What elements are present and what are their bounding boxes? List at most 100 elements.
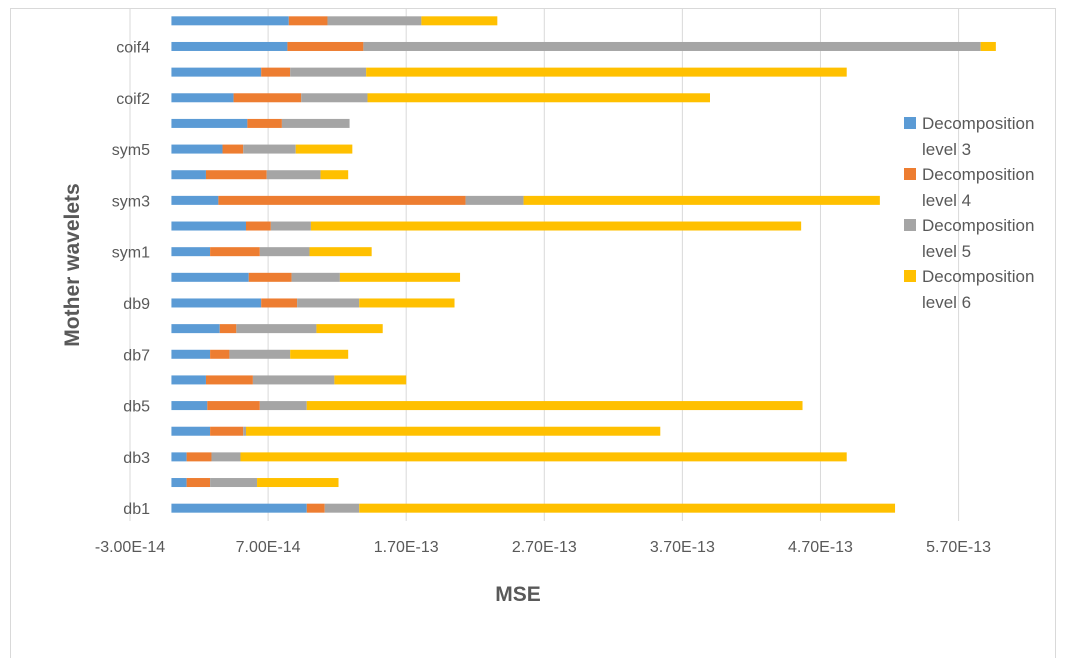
legend-label: level 6 (922, 293, 971, 312)
bar-segment (266, 170, 321, 180)
x-tick-label: 4.70E-13 (788, 539, 853, 556)
bar-segment (246, 426, 661, 436)
bar-segment (171, 41, 288, 51)
y-tick-label: sym3 (112, 193, 150, 210)
bar-segment (171, 324, 220, 334)
bar-segment (363, 41, 981, 51)
legend-item: Decomposition level 3 (904, 114, 1034, 159)
bar-segment (301, 93, 368, 103)
y-tick-labels: db1 db3 db5 db7 db9 sym1 sym3 sym5 coif2 coif4 (112, 39, 150, 518)
bar-segment (171, 93, 234, 103)
y-tick-label: db1 (123, 501, 150, 518)
bar-segment (248, 272, 292, 282)
bar-segment (240, 452, 847, 462)
bar-segment (523, 195, 880, 205)
bar-segment (186, 452, 212, 462)
bar-segment (257, 478, 339, 488)
y-tick-label: coif2 (116, 91, 150, 108)
bar-segment (259, 401, 307, 411)
x-tick-label: 3.70E-13 (650, 539, 715, 556)
bar-segment (421, 16, 498, 26)
bar-segment (210, 349, 230, 359)
legend-label: Decomposition (922, 216, 1034, 235)
bar-segment (288, 16, 328, 26)
legend-label: level 5 (922, 242, 971, 261)
bar-segment (243, 144, 296, 154)
bar-segment (171, 452, 187, 462)
bar-segment (334, 375, 407, 385)
bar-segment (297, 298, 360, 308)
legend-label: Decomposition (922, 267, 1034, 286)
bar-segment (261, 298, 298, 308)
legend-swatch (904, 219, 916, 231)
bar-segment (290, 67, 367, 77)
y-tick-label: coif4 (116, 39, 150, 56)
bar-segment (290, 349, 349, 359)
chart-frame (10, 8, 1056, 658)
x-tick-labels: -3.00E-14 7.00E-14 1.70E-13 2.70E-13 3.70E-1… (95, 539, 991, 556)
bar-segment (316, 324, 383, 334)
bar-segment (359, 298, 455, 308)
bar-segment (171, 67, 262, 77)
bar-segment (324, 503, 360, 513)
bar-segment (233, 93, 302, 103)
bar-segment (339, 272, 461, 282)
bar-segment (171, 375, 206, 385)
bar-segment (359, 503, 896, 513)
bar-segment (259, 247, 310, 257)
bar-segment (171, 272, 249, 282)
legend-item: Decomposition level 4 (904, 165, 1034, 210)
bar-segment (327, 16, 422, 26)
x-tick-label: 7.00E-14 (236, 539, 301, 556)
legend-swatch (904, 168, 916, 180)
bar-segment (171, 170, 206, 180)
legend: Decomposition level 3 Decomposition level 4… (904, 114, 1034, 312)
x-tick-label: -3.00E-14 (95, 539, 165, 556)
bar-segment (171, 478, 187, 488)
bar-segment (210, 478, 258, 488)
x-axis-title: MSE (495, 583, 541, 606)
bar-segment (243, 426, 246, 436)
bar-segment (229, 349, 291, 359)
gridlines (129, 8, 960, 521)
bar-segment (171, 16, 289, 26)
bar-segment (465, 195, 524, 205)
bar-segment (222, 144, 244, 154)
bar-segment (207, 401, 260, 411)
bar-segment (252, 375, 335, 385)
bar-segment (171, 426, 211, 436)
legend-item: Decomposition level 5 (904, 216, 1034, 261)
bar-segment (367, 93, 710, 103)
legend-label: Decomposition (922, 165, 1034, 184)
bar-segment (306, 401, 803, 411)
x-tick-label: 2.70E-13 (512, 539, 577, 556)
bar-segment (281, 118, 350, 128)
y-tick-label: db7 (123, 347, 150, 364)
bar-segment (980, 41, 996, 51)
bar-segment (211, 452, 241, 462)
bar-segment (171, 118, 248, 128)
legend-label: level 3 (922, 140, 971, 159)
bar-segment (261, 67, 291, 77)
bar-segment (306, 503, 325, 513)
bars (171, 16, 996, 513)
bar-segment (309, 247, 372, 257)
y-tick-label: db3 (123, 450, 150, 467)
bar-segment (171, 401, 208, 411)
legend-label: level 4 (922, 191, 971, 210)
bar-segment (236, 324, 317, 334)
y-axis-title: Mother wavelets (61, 183, 84, 346)
bar-segment (205, 375, 253, 385)
bar-segment (171, 221, 246, 231)
bar-segment (270, 221, 311, 231)
bar-segment (295, 144, 353, 154)
x-tick-label: 5.70E-13 (926, 539, 991, 556)
bar-segment (210, 247, 260, 257)
bar-segment (210, 426, 244, 436)
bar-segment (186, 478, 211, 488)
bar-segment (171, 503, 307, 513)
legend-label: Decomposition (922, 114, 1034, 133)
bar-segment (287, 41, 364, 51)
y-tick-label: db5 (123, 399, 150, 416)
